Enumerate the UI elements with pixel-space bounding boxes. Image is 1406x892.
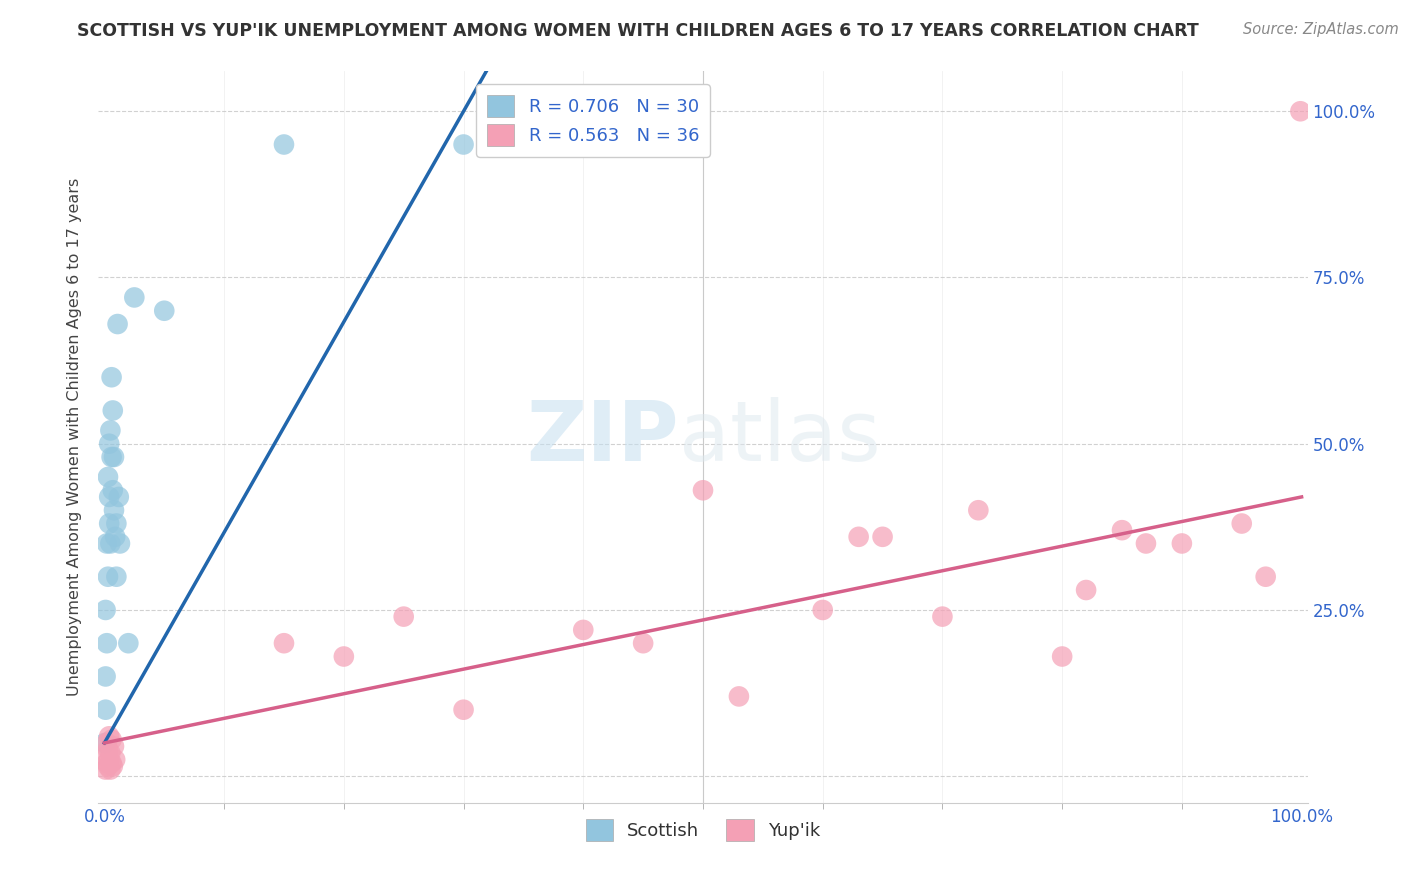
Point (392, 609, 415, 624)
Point (103, 503, 125, 517)
Point (1254, 570, 1277, 584)
Point (94, 763, 117, 777)
Point (848, 530, 870, 544)
Point (967, 503, 990, 517)
Point (1289, 104, 1312, 119)
Point (98, 753, 121, 767)
Point (153, 303, 176, 318)
Point (811, 603, 834, 617)
Point (97, 759, 120, 773)
Point (692, 483, 714, 498)
Point (94, 669, 117, 683)
Point (273, 137, 295, 152)
Point (1111, 523, 1133, 537)
Point (273, 636, 295, 650)
Point (97, 570, 120, 584)
Point (94, 703, 117, 717)
Point (453, 703, 475, 717)
Point (572, 623, 595, 637)
Point (931, 609, 953, 624)
Point (101, 759, 124, 773)
Text: SCOTTISH VS YUP'IK UNEMPLOYMENT AMONG WOMEN WITH CHILDREN AGES 6 TO 17 YEARS COR: SCOTTISH VS YUP'IK UNEMPLOYMENT AMONG WO… (77, 22, 1199, 40)
Point (100, 450, 122, 464)
Point (103, 739, 125, 754)
Point (108, 536, 131, 550)
Point (96, 756, 118, 770)
Point (104, 753, 127, 767)
Point (100, 424, 122, 438)
Point (872, 530, 894, 544)
Point (94, 603, 117, 617)
Point (124, 290, 146, 304)
Text: atlas: atlas (679, 397, 880, 477)
Text: Source: ZipAtlas.com: Source: ZipAtlas.com (1243, 22, 1399, 37)
Point (117, 636, 139, 650)
Point (96, 536, 118, 550)
Point (94, 749, 117, 764)
Point (103, 450, 125, 464)
Y-axis label: Unemployment Among Women with Children Ages 6 to 17 years: Unemployment Among Women with Children A… (67, 178, 83, 696)
Point (105, 516, 128, 531)
Point (1230, 516, 1253, 531)
Point (98, 729, 121, 743)
Point (96, 636, 118, 650)
Point (94, 736, 117, 750)
Point (96, 736, 118, 750)
Point (105, 570, 128, 584)
Point (1074, 582, 1097, 597)
Point (98, 516, 121, 531)
Point (104, 530, 127, 544)
Text: ZIP: ZIP (526, 397, 679, 477)
Point (97, 470, 120, 484)
Point (100, 756, 122, 770)
Point (333, 649, 356, 664)
Point (100, 536, 122, 550)
Point (453, 137, 475, 152)
Point (98, 436, 121, 450)
Point (100, 763, 122, 777)
Point (1050, 649, 1073, 664)
Point (101, 483, 124, 498)
Legend: Scottish, Yup'ik: Scottish, Yup'ik (578, 812, 828, 848)
Point (97, 742, 120, 756)
Point (107, 317, 129, 331)
Point (101, 403, 124, 417)
Point (98, 490, 121, 504)
Point (1171, 536, 1194, 550)
Point (1135, 536, 1157, 550)
Point (100, 746, 122, 760)
Point (728, 690, 751, 704)
Point (631, 636, 654, 650)
Point (100, 370, 122, 384)
Point (100, 732, 122, 747)
Point (107, 490, 129, 504)
